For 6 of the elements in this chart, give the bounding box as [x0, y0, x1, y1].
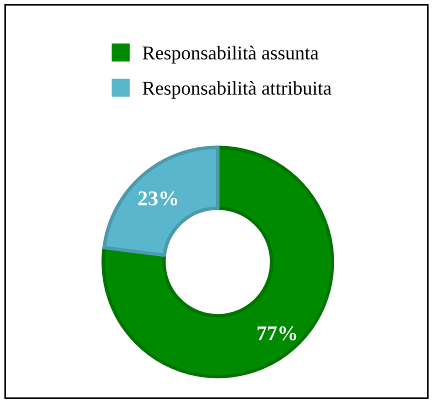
donut-slice [101, 146, 334, 378]
donut-slice [102, 146, 220, 257]
data-label: 77% [258, 326, 296, 340]
legend-label: Responsabilità assunta [142, 46, 318, 64]
legend-label: Responsabilità attribuita [142, 81, 332, 99]
data-label: 23% [138, 191, 178, 206]
